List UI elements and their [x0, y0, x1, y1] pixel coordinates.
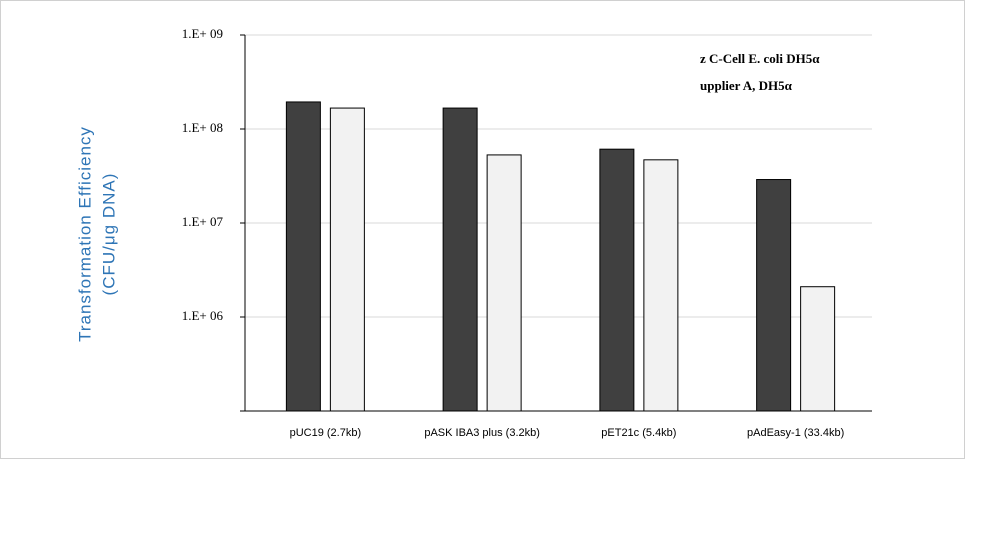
y-tick-label: 1.E+ 09	[182, 26, 223, 41]
x-tick-label: pUC19 (2.7kb)	[290, 427, 362, 439]
y-tick-label: 1.E+ 07	[182, 214, 224, 229]
y-axis-label: (CFU/μg DNA)	[99, 173, 118, 296]
bar	[800, 286, 836, 412]
legend-label: z C-Cell E. coli DH5α	[700, 51, 820, 66]
bar	[329, 107, 365, 412]
x-tick-label: pAdEasy-1 (33.4kb)	[747, 427, 844, 439]
y-tick-label: 1.E+ 06	[182, 308, 224, 323]
bar	[599, 148, 635, 412]
bar	[643, 159, 679, 412]
bar	[486, 154, 522, 412]
bar	[756, 179, 792, 412]
y-axis-label: Transformation Efficiency	[75, 126, 94, 342]
legend-label: upplier A, DH5α	[700, 78, 793, 93]
bar	[285, 101, 321, 412]
x-tick-label: pET21c (5.4kb)	[601, 427, 676, 439]
y-tick-label: 1.E+ 08	[182, 120, 223, 135]
bar	[442, 107, 478, 412]
x-tick-label: pASK IBA3 plus (3.2kb)	[424, 427, 540, 439]
